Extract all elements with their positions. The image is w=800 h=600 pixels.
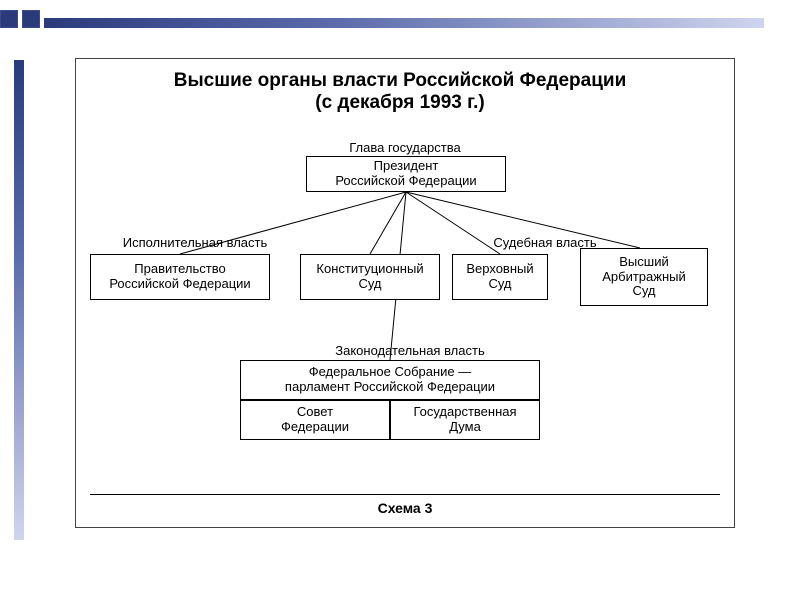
diagram-caption: Схема 3 xyxy=(305,500,505,516)
node-constitutional-court: КонституционныйСуд xyxy=(300,254,440,300)
node-government: ПравительствоРоссийской Федерации xyxy=(90,254,270,300)
label-executive: Исполнительная власть xyxy=(45,235,345,250)
title-line-1: Высшие органы власти Российской Федераци… xyxy=(0,70,800,92)
accent-square xyxy=(0,10,18,28)
accent-bar-vertical xyxy=(14,60,24,540)
node-president: ПрезидентРоссийской Федерации xyxy=(306,156,506,192)
node-text: ВысшийАрбитражныйСуд xyxy=(602,255,686,300)
node-text: ГосударственнаяДума xyxy=(413,405,516,435)
node-text: КонституционныйСуд xyxy=(316,262,423,292)
node-text: ВерховныйСуд xyxy=(466,262,533,292)
caption-divider xyxy=(90,494,720,495)
node-state-duma: ГосударственнаяДума xyxy=(390,400,540,440)
label-legislative: Законодательная власть xyxy=(260,343,560,358)
node-supreme-court: ВерховныйСуд xyxy=(452,254,548,300)
slide-accent-top xyxy=(0,10,764,28)
node-text: ПравительствоРоссийской Федерации xyxy=(109,262,250,292)
node-arbitration-court: ВысшийАрбитражныйСуд xyxy=(580,248,708,306)
node-federal-assembly: Федеральное Собрание —парламент Российск… xyxy=(240,360,540,400)
title-line-2: (с декабря 1993 г.) xyxy=(0,92,800,114)
node-text: Федеральное Собрание —парламент Российск… xyxy=(285,365,495,395)
node-text: ПрезидентРоссийской Федерации xyxy=(335,159,476,189)
diagram-title: Высшие органы власти Российской Федераци… xyxy=(0,70,800,114)
label-head-of-state: Глава государства xyxy=(255,140,555,155)
node-federation-council: СоветФедерации xyxy=(240,400,390,440)
accent-bar-horizontal xyxy=(44,18,764,28)
accent-square xyxy=(22,10,40,28)
node-text: СоветФедерации xyxy=(281,405,349,435)
